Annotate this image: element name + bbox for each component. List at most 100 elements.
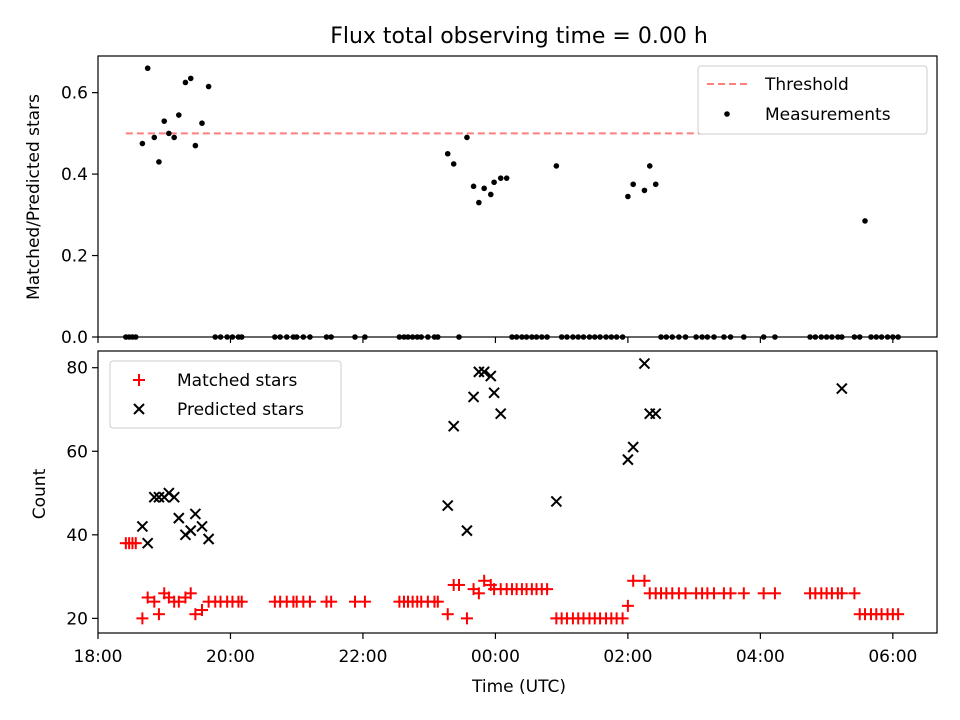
chart-title: Flux total observing time = 0.00 h: [330, 24, 708, 49]
measurement-point: [812, 334, 819, 340]
measurement-point: [564, 334, 570, 340]
predicted-star-point: [485, 370, 497, 382]
x-tick-label: 18:00: [74, 647, 123, 667]
measurement-point: [591, 334, 598, 340]
measurement-point: [818, 334, 825, 340]
matched-star-point: [757, 587, 770, 600]
measurement-point: [132, 334, 139, 340]
measurement-point: [533, 334, 540, 340]
measurement-point: [570, 334, 576, 340]
bottom-ticks: 18:00 20:00 22:00 00:00 02:00 04:00 06:00 20 40 6…: [66, 359, 917, 667]
measurement-point: [851, 334, 858, 340]
matched-star-point: [478, 574, 491, 587]
top-y-tick-label: 0.2: [61, 247, 88, 267]
measurement-point: [187, 75, 194, 82]
measurement-point: [711, 334, 717, 340]
measurement-point: [676, 334, 682, 340]
bottom-x-axis-label: Time (UTC): [471, 677, 566, 697]
measurement-point: [272, 334, 278, 340]
predicted-star-point: [442, 499, 454, 512]
measurement-point: [307, 334, 313, 340]
measurement-point: [205, 83, 212, 90]
legend-predicted-label: Predicted stars: [177, 400, 304, 420]
matched-star-point: [152, 608, 165, 621]
predicted-star-point: [836, 382, 848, 395]
matched-star-point: [892, 608, 905, 621]
measurement-point: [144, 65, 151, 72]
measurement-point: [878, 334, 885, 340]
measurement-point: [139, 140, 146, 147]
measurement-point: [658, 334, 664, 340]
bottom-y-tick-label: 80: [66, 359, 88, 379]
measurement-point: [491, 179, 497, 186]
measurement-point: [414, 334, 421, 340]
measurement-point: [693, 334, 699, 340]
measurement-point: [513, 334, 520, 340]
predicted-star-point: [185, 524, 197, 537]
measurement-point: [619, 334, 626, 340]
bottom-y-axis-label: Count: [30, 468, 50, 519]
measurement-point: [450, 161, 457, 167]
measurement-point: [669, 334, 676, 340]
measurement-point: [352, 334, 358, 340]
measurement-point: [868, 334, 874, 340]
measurement-point: [823, 334, 830, 340]
x-tick-label: 20:00: [206, 647, 255, 667]
measurement-point: [212, 334, 219, 340]
predicted-star-point: [550, 495, 563, 508]
legend-matched-label: Matched stars: [177, 371, 297, 391]
measurement-point: [523, 334, 530, 340]
measurement-point: [293, 334, 300, 340]
measurement-point: [224, 334, 230, 340]
predicted-star-point: [488, 387, 500, 399]
matched-star-point: [638, 574, 651, 587]
predicted-star-point: [148, 491, 161, 503]
measurement-point: [283, 334, 290, 340]
x-tick-label: 00:00: [471, 647, 520, 667]
measurement-point: [161, 118, 168, 124]
measurement-point: [300, 334, 307, 340]
predicted-star-point: [202, 533, 215, 545]
bottom-y-tick-label: 60: [66, 442, 88, 462]
matched-star-point: [472, 587, 485, 600]
measurement-point: [663, 334, 670, 340]
measurement-point: [553, 163, 560, 169]
measurement-point: [405, 334, 411, 340]
measurement-point: [503, 175, 510, 181]
measurement-point: [182, 79, 189, 86]
matched-star-point: [431, 595, 444, 608]
legend-threshold-label: Threshold: [764, 75, 849, 95]
legend-matched-swatch: [133, 374, 145, 386]
predicted-star-point: [495, 407, 507, 420]
top-y-tick-label: 0.0: [61, 328, 88, 348]
measurement-point: [608, 334, 615, 340]
measurement-point: [409, 334, 416, 340]
matched-star-point: [325, 595, 338, 608]
matched-star-point: [141, 591, 154, 604]
matched-star-point: [172, 595, 185, 608]
matched-star-point: [184, 587, 197, 600]
x-tick-label: 04:00: [736, 647, 785, 667]
measurement-point: [862, 218, 868, 224]
measurement-point: [856, 334, 863, 340]
matched-star-point: [303, 595, 316, 608]
measurement-point: [807, 334, 813, 340]
x-tick-label: 02:00: [603, 647, 652, 667]
bottom-y-tick-label: 40: [66, 526, 88, 546]
measurement-point: [772, 334, 778, 340]
x-tick-label: 06:00: [868, 647, 917, 667]
measurement-point: [192, 142, 199, 149]
measurement-point: [613, 334, 620, 340]
measurement-point: [704, 334, 711, 340]
matched-star-point: [235, 595, 248, 608]
measurement-point: [464, 134, 470, 141]
measurement-point: [625, 193, 631, 200]
matched-star-point: [195, 604, 208, 617]
matched-star-point: [136, 612, 149, 625]
predicted-star-point: [189, 508, 202, 520]
measurement-point: [884, 334, 891, 340]
measurement-point: [481, 185, 487, 192]
measurement-point: [544, 334, 550, 340]
measurement-point: [652, 181, 659, 188]
